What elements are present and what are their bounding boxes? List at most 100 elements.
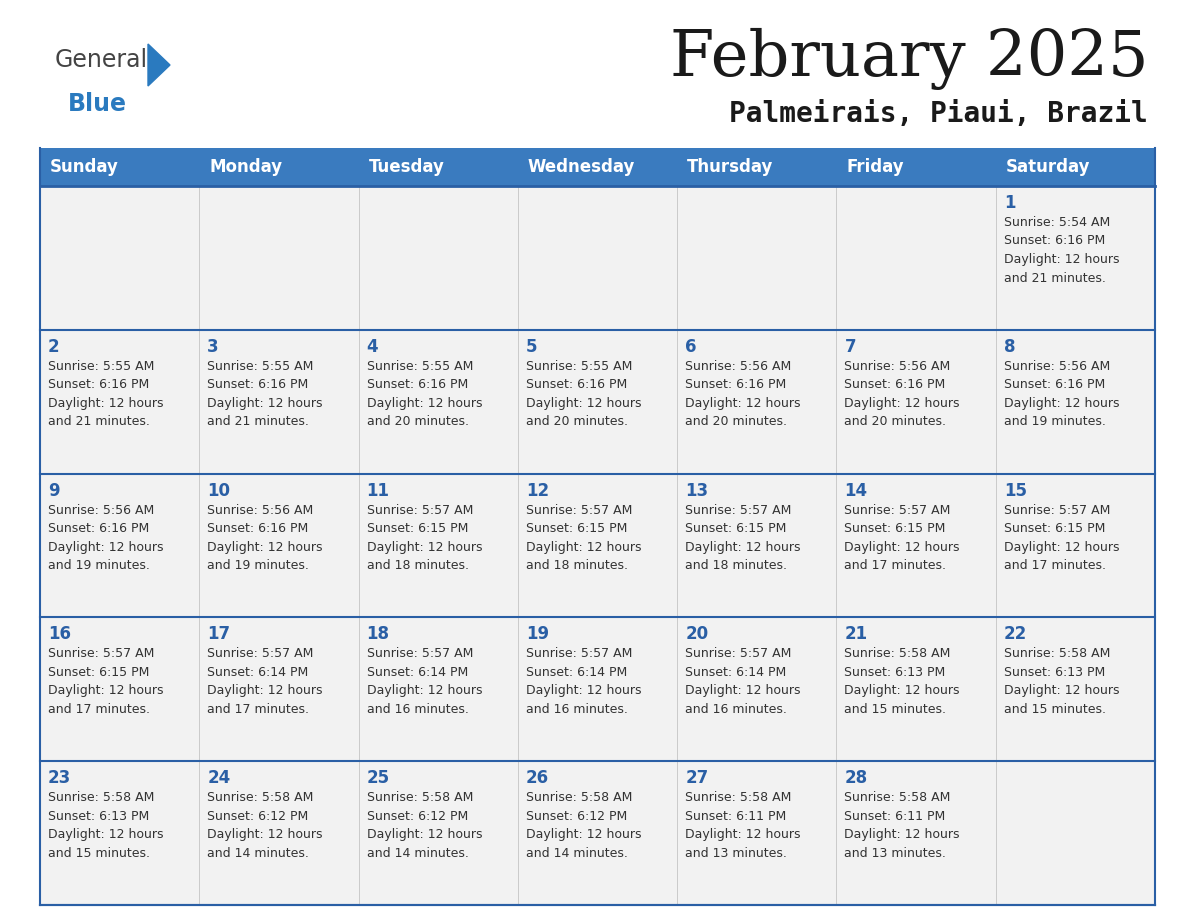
Bar xyxy=(40,474,200,618)
Text: 15: 15 xyxy=(1004,482,1026,499)
Bar xyxy=(40,186,200,330)
Text: Sunrise: 5:56 AM
Sunset: 6:16 PM
Daylight: 12 hours
and 20 minutes.: Sunrise: 5:56 AM Sunset: 6:16 PM Dayligh… xyxy=(845,360,960,429)
Bar xyxy=(359,618,518,761)
Text: Sunrise: 5:55 AM
Sunset: 6:16 PM
Daylight: 12 hours
and 20 minutes.: Sunrise: 5:55 AM Sunset: 6:16 PM Dayligh… xyxy=(367,360,482,429)
Text: February 2025: February 2025 xyxy=(670,28,1148,90)
Text: Sunrise: 5:58 AM
Sunset: 6:13 PM
Daylight: 12 hours
and 15 minutes.: Sunrise: 5:58 AM Sunset: 6:13 PM Dayligh… xyxy=(1004,647,1119,716)
Text: General: General xyxy=(55,48,148,72)
Text: Sunrise: 5:57 AM
Sunset: 6:15 PM
Daylight: 12 hours
and 17 minutes.: Sunrise: 5:57 AM Sunset: 6:15 PM Dayligh… xyxy=(1004,504,1119,572)
Text: Tuesday: Tuesday xyxy=(368,158,444,176)
Text: 25: 25 xyxy=(367,769,390,788)
Text: Sunrise: 5:58 AM
Sunset: 6:13 PM
Daylight: 12 hours
and 15 minutes.: Sunrise: 5:58 AM Sunset: 6:13 PM Dayligh… xyxy=(845,647,960,716)
Text: Sunrise: 5:57 AM
Sunset: 6:15 PM
Daylight: 12 hours
and 17 minutes.: Sunrise: 5:57 AM Sunset: 6:15 PM Dayligh… xyxy=(48,647,164,716)
Text: 23: 23 xyxy=(48,769,71,788)
Point xyxy=(829,900,843,911)
Text: 26: 26 xyxy=(526,769,549,788)
Text: 17: 17 xyxy=(207,625,230,644)
Polygon shape xyxy=(148,44,170,86)
Bar xyxy=(359,761,518,905)
Bar xyxy=(359,474,518,618)
Bar xyxy=(836,618,996,761)
Text: Sunrise: 5:58 AM
Sunset: 6:13 PM
Daylight: 12 hours
and 15 minutes.: Sunrise: 5:58 AM Sunset: 6:13 PM Dayligh… xyxy=(48,791,164,859)
Bar xyxy=(40,148,1155,186)
Bar xyxy=(836,186,996,330)
Text: Monday: Monday xyxy=(209,158,283,176)
Text: 14: 14 xyxy=(845,482,867,499)
Point xyxy=(829,181,843,192)
Text: Sunrise: 5:56 AM
Sunset: 6:16 PM
Daylight: 12 hours
and 19 minutes.: Sunrise: 5:56 AM Sunset: 6:16 PM Dayligh… xyxy=(1004,360,1119,429)
Text: 20: 20 xyxy=(685,625,708,644)
Text: 4: 4 xyxy=(367,338,378,356)
Text: Sunrise: 5:56 AM
Sunset: 6:16 PM
Daylight: 12 hours
and 19 minutes.: Sunrise: 5:56 AM Sunset: 6:16 PM Dayligh… xyxy=(207,504,323,572)
Text: Sunrise: 5:56 AM
Sunset: 6:16 PM
Daylight: 12 hours
and 20 minutes.: Sunrise: 5:56 AM Sunset: 6:16 PM Dayligh… xyxy=(685,360,801,429)
Text: 7: 7 xyxy=(845,338,857,356)
Bar xyxy=(518,618,677,761)
Text: 5: 5 xyxy=(526,338,537,356)
Bar xyxy=(996,474,1155,618)
Bar xyxy=(677,330,836,474)
Bar xyxy=(677,761,836,905)
Text: 8: 8 xyxy=(1004,338,1016,356)
Point xyxy=(670,181,684,192)
Point xyxy=(988,181,1003,192)
Text: Sunday: Sunday xyxy=(50,158,119,176)
Bar xyxy=(200,474,359,618)
Bar xyxy=(996,186,1155,330)
Text: Sunrise: 5:58 AM
Sunset: 6:12 PM
Daylight: 12 hours
and 14 minutes.: Sunrise: 5:58 AM Sunset: 6:12 PM Dayligh… xyxy=(526,791,642,859)
Text: Sunrise: 5:57 AM
Sunset: 6:15 PM
Daylight: 12 hours
and 17 minutes.: Sunrise: 5:57 AM Sunset: 6:15 PM Dayligh… xyxy=(845,504,960,572)
Text: 21: 21 xyxy=(845,625,867,644)
Text: 10: 10 xyxy=(207,482,230,499)
Bar xyxy=(836,761,996,905)
Text: Blue: Blue xyxy=(68,92,127,116)
Point xyxy=(988,900,1003,911)
Point xyxy=(352,900,366,911)
Text: Saturday: Saturday xyxy=(1006,158,1091,176)
Bar xyxy=(996,761,1155,905)
Text: 6: 6 xyxy=(685,338,696,356)
Bar xyxy=(40,618,200,761)
Text: Sunrise: 5:58 AM
Sunset: 6:12 PM
Daylight: 12 hours
and 14 minutes.: Sunrise: 5:58 AM Sunset: 6:12 PM Dayligh… xyxy=(207,791,323,859)
Text: 3: 3 xyxy=(207,338,219,356)
Text: Friday: Friday xyxy=(846,158,904,176)
Bar xyxy=(200,761,359,905)
Bar xyxy=(518,330,677,474)
Text: 11: 11 xyxy=(367,482,390,499)
Bar xyxy=(40,330,200,474)
Text: Sunrise: 5:57 AM
Sunset: 6:14 PM
Daylight: 12 hours
and 16 minutes.: Sunrise: 5:57 AM Sunset: 6:14 PM Dayligh… xyxy=(526,647,642,716)
Bar xyxy=(359,330,518,474)
Text: Wednesday: Wednesday xyxy=(527,158,636,176)
Bar xyxy=(677,618,836,761)
Text: 18: 18 xyxy=(367,625,390,644)
Text: Sunrise: 5:57 AM
Sunset: 6:15 PM
Daylight: 12 hours
and 18 minutes.: Sunrise: 5:57 AM Sunset: 6:15 PM Dayligh… xyxy=(685,504,801,572)
Text: Sunrise: 5:56 AM
Sunset: 6:16 PM
Daylight: 12 hours
and 19 minutes.: Sunrise: 5:56 AM Sunset: 6:16 PM Dayligh… xyxy=(48,504,164,572)
Text: 12: 12 xyxy=(526,482,549,499)
Point xyxy=(511,181,525,192)
Point xyxy=(511,900,525,911)
Bar xyxy=(996,618,1155,761)
Text: Sunrise: 5:58 AM
Sunset: 6:11 PM
Daylight: 12 hours
and 13 minutes.: Sunrise: 5:58 AM Sunset: 6:11 PM Dayligh… xyxy=(685,791,801,859)
Text: Sunrise: 5:54 AM
Sunset: 6:16 PM
Daylight: 12 hours
and 21 minutes.: Sunrise: 5:54 AM Sunset: 6:16 PM Dayligh… xyxy=(1004,216,1119,285)
Text: Sunrise: 5:55 AM
Sunset: 6:16 PM
Daylight: 12 hours
and 20 minutes.: Sunrise: 5:55 AM Sunset: 6:16 PM Dayligh… xyxy=(526,360,642,429)
Bar xyxy=(200,330,359,474)
Bar xyxy=(836,330,996,474)
Bar xyxy=(200,618,359,761)
Text: 13: 13 xyxy=(685,482,708,499)
Bar xyxy=(518,186,677,330)
Text: 19: 19 xyxy=(526,625,549,644)
Point xyxy=(192,900,207,911)
Text: Sunrise: 5:57 AM
Sunset: 6:15 PM
Daylight: 12 hours
and 18 minutes.: Sunrise: 5:57 AM Sunset: 6:15 PM Dayligh… xyxy=(526,504,642,572)
Bar xyxy=(836,474,996,618)
Text: Sunrise: 5:55 AM
Sunset: 6:16 PM
Daylight: 12 hours
and 21 minutes.: Sunrise: 5:55 AM Sunset: 6:16 PM Dayligh… xyxy=(48,360,164,429)
Bar xyxy=(40,761,200,905)
Text: Sunrise: 5:55 AM
Sunset: 6:16 PM
Daylight: 12 hours
and 21 minutes.: Sunrise: 5:55 AM Sunset: 6:16 PM Dayligh… xyxy=(207,360,323,429)
Text: Sunrise: 5:57 AM
Sunset: 6:14 PM
Daylight: 12 hours
and 16 minutes.: Sunrise: 5:57 AM Sunset: 6:14 PM Dayligh… xyxy=(685,647,801,716)
Text: Sunrise: 5:58 AM
Sunset: 6:11 PM
Daylight: 12 hours
and 13 minutes.: Sunrise: 5:58 AM Sunset: 6:11 PM Dayligh… xyxy=(845,791,960,859)
Bar xyxy=(677,474,836,618)
Text: 16: 16 xyxy=(48,625,71,644)
Point xyxy=(352,181,366,192)
Point xyxy=(670,900,684,911)
Text: Palmeirais, Piaui, Brazil: Palmeirais, Piaui, Brazil xyxy=(729,100,1148,128)
Bar xyxy=(518,474,677,618)
Bar xyxy=(200,186,359,330)
Text: Sunrise: 5:58 AM
Sunset: 6:12 PM
Daylight: 12 hours
and 14 minutes.: Sunrise: 5:58 AM Sunset: 6:12 PM Dayligh… xyxy=(367,791,482,859)
